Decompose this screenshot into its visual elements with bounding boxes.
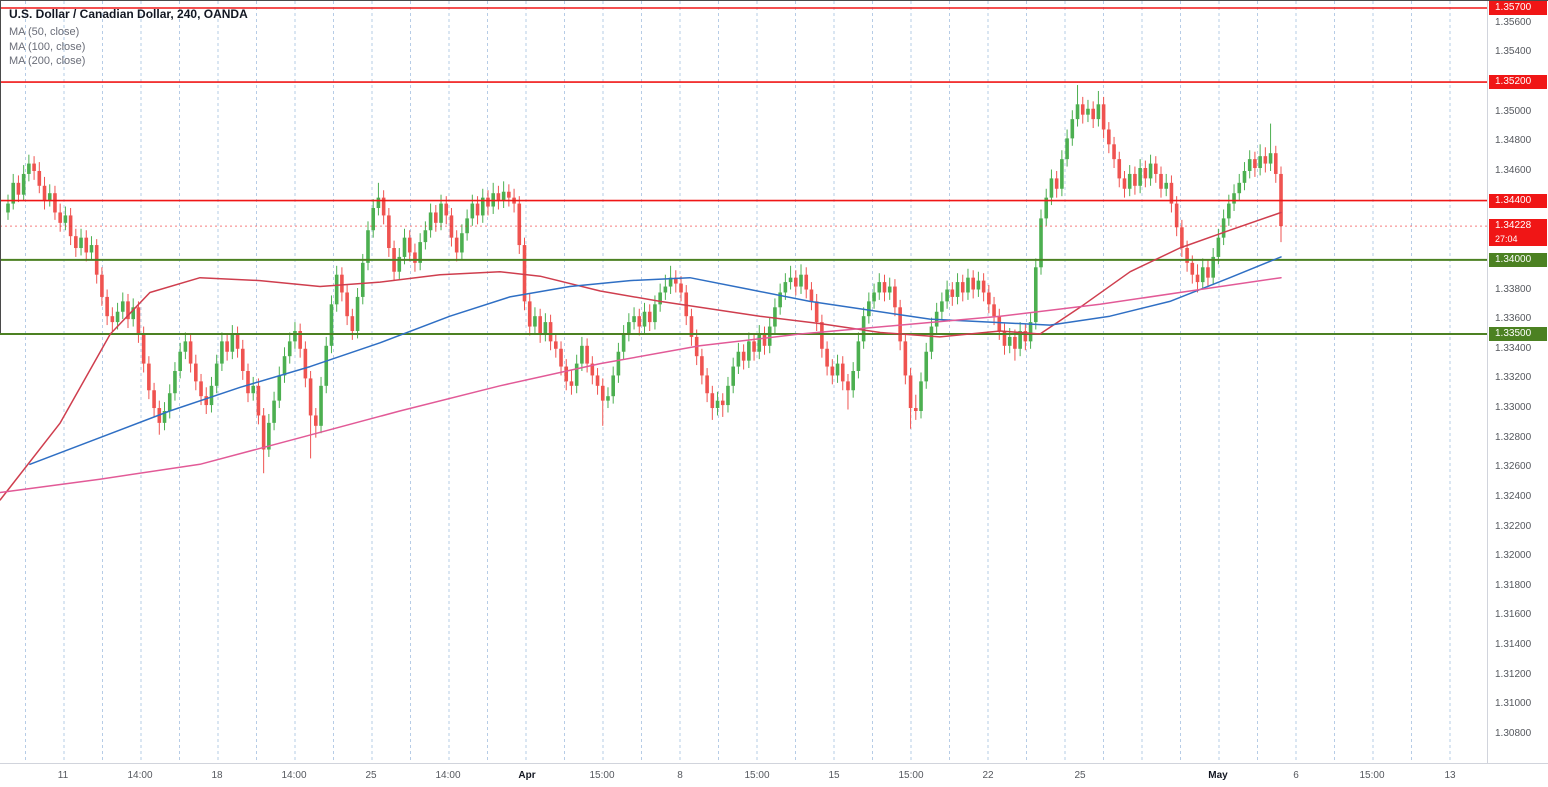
price-tick-label: 1.32600: [1495, 461, 1532, 473]
price-tick-label: 1.31000: [1495, 698, 1532, 710]
price-tick-label: 1.33800: [1495, 283, 1532, 295]
price-tick-label: 1.30800: [1495, 728, 1532, 739]
time-tick-label: 22: [982, 770, 994, 781]
time-tick-label: 6: [1293, 770, 1299, 781]
time-tick-label: 18: [211, 770, 223, 781]
price-tick-label: 1.35000: [1495, 105, 1532, 117]
time-tick-label: 11: [57, 770, 69, 781]
time-tick-label: 15:00: [589, 770, 615, 781]
price-level-badge: 1.33500: [1489, 326, 1547, 341]
ma-200-line[interactable]: [0, 276, 1282, 494]
time-tick-label: 15:00: [1359, 770, 1385, 781]
price-tick-label: 1.31200: [1495, 668, 1532, 680]
time-tick-label: 25: [365, 770, 377, 781]
price-tick-label: 1.33000: [1495, 402, 1532, 414]
time-tick-label: 25: [1074, 770, 1086, 781]
time-tick-label: May: [1208, 770, 1228, 781]
price-tick-label: 1.31400: [1495, 639, 1532, 651]
price-tick-label: 1.32800: [1495, 431, 1532, 443]
time-tick-label: 14:00: [435, 770, 461, 781]
time-tick-label: 13: [1444, 770, 1456, 781]
candlestick-series: [6, 85, 1283, 474]
price-tick-label: 1.32000: [1495, 550, 1532, 562]
indicator-ma-200[interactable]: MA (200, close): [9, 55, 86, 67]
price-tick-label: 1.31800: [1495, 579, 1532, 591]
price-axis[interactable]: 1.35600 1.35400 1.35000 1.34800 1.34600 1.338…: [1487, 1, 1548, 763]
moving-average-lines: [0, 211, 1282, 501]
price-tick-label: 1.33600: [1495, 313, 1532, 325]
indicator-ma-50[interactable]: MA (50, close): [9, 26, 80, 38]
time-tick-label: Apr: [518, 770, 536, 781]
price-level-badge: 1.34000: [1489, 252, 1547, 267]
price-level-badge: 1.35700: [1489, 1, 1547, 15]
price-level-badge: 1.34400: [1489, 193, 1547, 208]
price-tick-label: 1.32400: [1495, 490, 1532, 502]
price-tick-label: 1.35600: [1495, 16, 1532, 28]
price-tick-label: 1.35400: [1495, 46, 1532, 58]
price-tick-label: 1.31600: [1495, 609, 1532, 621]
time-tick-label: 14:00: [281, 770, 307, 781]
countdown-badge: 27:04: [1489, 233, 1547, 247]
chart-legend: U.S. Dollar / Canadian Dollar, 240, OAND…: [9, 7, 248, 69]
price-tick-label: 1.33200: [1495, 372, 1532, 384]
time-axis[interactable]: 11 14:00 18 14:00 25 14:00 Apr 15:00 8 15:00 15 15:…: [0, 763, 1548, 787]
time-tick-label: 15:00: [744, 770, 770, 781]
symbol-title[interactable]: U.S. Dollar / Canadian Dollar, 240, OAND…: [9, 7, 248, 21]
price-tick-label: 1.32200: [1495, 520, 1532, 532]
chart-canvas[interactable]: [0, 1, 1487, 763]
time-tick-label: 14:00: [127, 770, 153, 781]
time-tick-label: 8: [677, 770, 683, 781]
price-tick-label: 1.34800: [1495, 135, 1532, 147]
time-tick-label: 15:00: [898, 770, 924, 781]
last-price-badge: 1.34228: [1489, 219, 1547, 234]
window-left-border: [0, 1, 1, 333]
price-level-badge: 1.35200: [1489, 75, 1547, 90]
price-tick-label: 1.34600: [1495, 164, 1532, 176]
chart-plot-area[interactable]: U.S. Dollar / Canadian Dollar, 240, OAND…: [0, 1, 1487, 763]
price-tick-label: 1.33400: [1495, 342, 1532, 354]
horizontal-price-lines[interactable]: [0, 7, 1487, 335]
indicator-ma-100[interactable]: MA (100, close): [9, 40, 86, 53]
time-tick-label: 15: [828, 770, 840, 781]
ma-100-line[interactable]: [29, 256, 1282, 466]
gridlines: [25, 1, 1451, 763]
